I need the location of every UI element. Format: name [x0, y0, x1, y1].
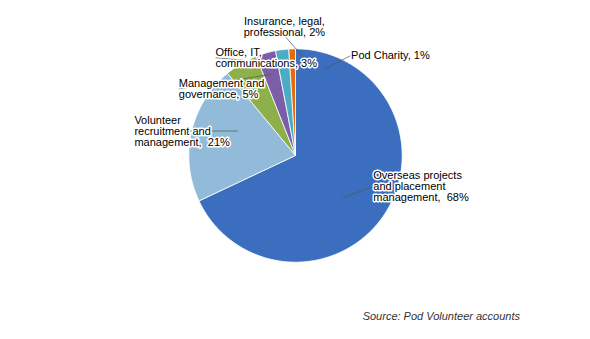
svg-text:Management andgovernance, 5%: Management andgovernance, 5% [179, 77, 265, 100]
svg-text:Volunteerrecruitment andmanage: Volunteerrecruitment andmanagement, 21% [134, 114, 230, 148]
svg-text:Office, IT,communications, 3%: Office, IT,communications, 3% [216, 46, 318, 69]
svg-text:Insurance, legal,professional,: Insurance, legal,professional, 2% [244, 15, 326, 38]
html-text:Source: Pod Volunteer accounts: Source: Pod Volunteer accounts [362, 310, 520, 322]
svg-text:Overseas projectsand placement: Overseas projectsand placementmanagement… [373, 169, 469, 203]
svg-text:Pod Charity, 1%: Pod Charity, 1% [351, 49, 430, 61]
